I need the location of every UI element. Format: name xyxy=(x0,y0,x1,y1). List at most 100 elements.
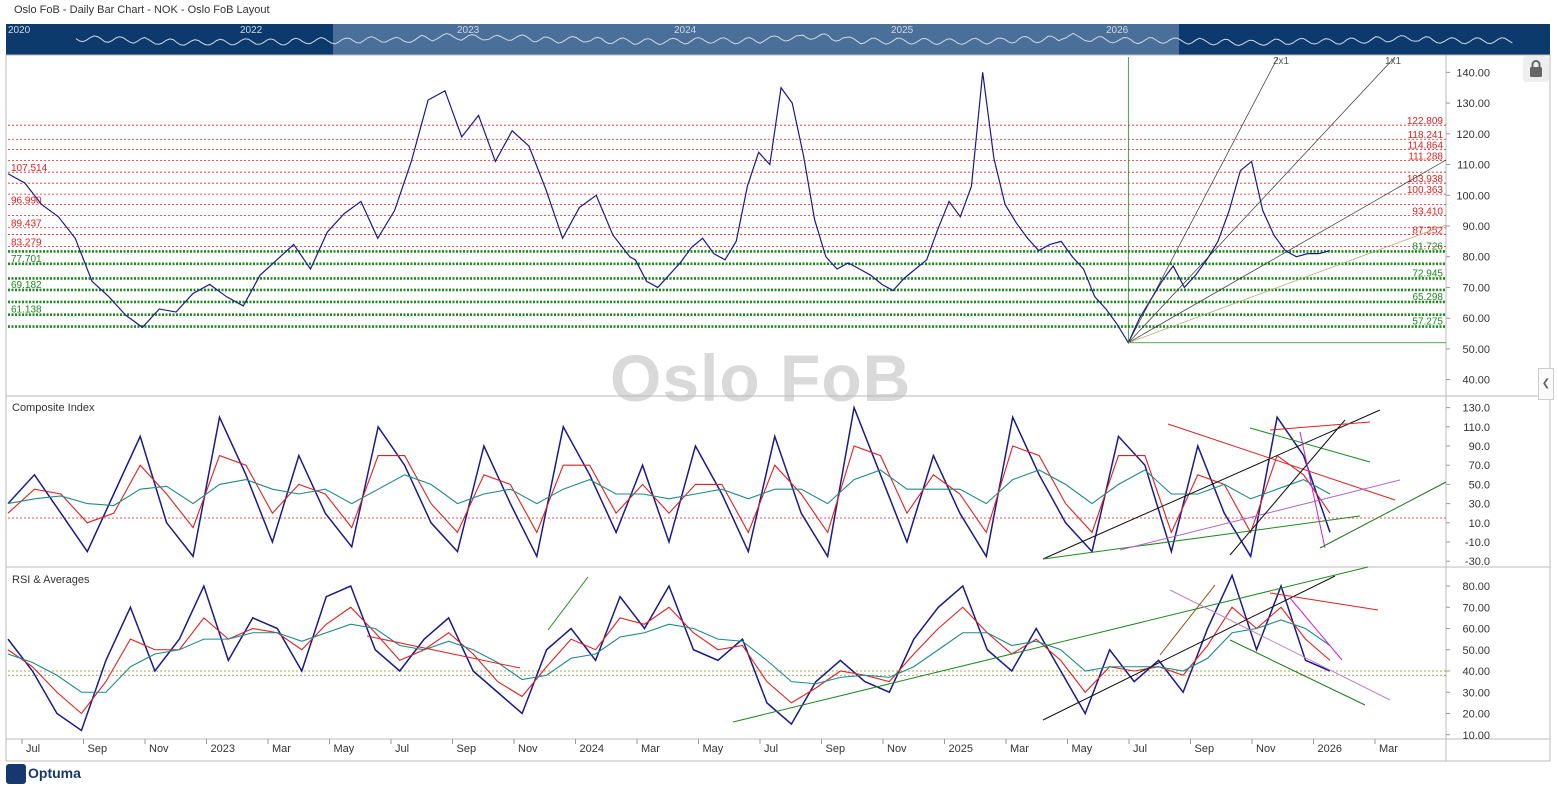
gann-fan-label: 1x1 xyxy=(1385,56,1402,67)
y-tick-label: 60.00 xyxy=(1462,313,1490,325)
resistance-level-label: 114.864 xyxy=(1408,141,1444,152)
y-tick-label: 20.00 xyxy=(1462,709,1490,721)
y-tick-label: 80.00 xyxy=(1462,581,1490,593)
x-tick-label: Jul xyxy=(395,743,409,755)
y-tick-label: 70.0 xyxy=(1469,460,1490,472)
x-tick-label: Nov xyxy=(1256,743,1276,755)
x-tick-label: May xyxy=(334,743,355,755)
y-tick-label: 80.00 xyxy=(1462,252,1490,264)
x-tick-label: Jul xyxy=(1133,743,1147,755)
y-tick-label: 30.00 xyxy=(1462,687,1490,699)
x-tick-label: May xyxy=(1072,743,1093,755)
rsi-title: RSI & Averages xyxy=(12,574,90,586)
y-tick-label: 50.0 xyxy=(1469,479,1490,491)
y-tick-label: 70.00 xyxy=(1462,282,1490,294)
x-tick-label: Jul xyxy=(26,743,40,755)
navigator-year: 2020 xyxy=(8,25,31,36)
y-tick-label: 70.00 xyxy=(1462,602,1490,614)
navigator-year: 2024 xyxy=(674,25,697,36)
y-tick-label: 10.00 xyxy=(1462,730,1490,742)
lock-icon xyxy=(1530,60,1542,77)
support-level-label: 57.275 xyxy=(1412,317,1443,328)
logo-mark xyxy=(6,764,26,784)
composite-trendline xyxy=(1042,515,1361,560)
navigator-year: 2025 xyxy=(891,25,914,36)
y-tick-label: 110.0 xyxy=(1463,422,1490,434)
y-tick-label: 30.0 xyxy=(1469,499,1490,511)
y-tick-label: 130.00 xyxy=(1456,98,1490,110)
y-tick-label: 90.0 xyxy=(1469,441,1490,453)
composite-index-title: Composite Index xyxy=(12,402,95,414)
price-series-line xyxy=(7,72,1331,345)
y-tick-label: 40.00 xyxy=(1462,375,1490,387)
rsi-trendline xyxy=(1169,589,1391,701)
x-tick-label: Nov xyxy=(887,743,907,755)
composite-trendline xyxy=(1299,431,1326,549)
x-tick-label: Mar xyxy=(641,743,660,755)
y-tick-label: 10.0 xyxy=(1469,518,1490,530)
composite-trendline xyxy=(1249,427,1371,463)
support-level-label: 69.182 xyxy=(11,280,42,291)
x-tick-label: Mar xyxy=(272,743,291,755)
y-tick-label: -10.0 xyxy=(1465,537,1490,549)
chart-frame xyxy=(5,54,1551,762)
x-tick-label: Sep xyxy=(457,743,477,755)
y-tick-label: 140.00 xyxy=(1456,67,1490,79)
rsi-trendline xyxy=(1289,597,1343,661)
resistance-level-label: 93.410 xyxy=(1412,207,1443,218)
rsi-trendline xyxy=(1269,592,1379,611)
navigator-line xyxy=(75,32,1513,47)
x-tick-label: 2025 xyxy=(949,743,973,755)
support-level-label: 61.138 xyxy=(11,305,42,316)
resistance-level-label: 111.288 xyxy=(1408,152,1443,163)
resistance-level-label: 83.279 xyxy=(11,238,42,249)
y-tick-label: 130.0 xyxy=(1462,403,1490,415)
composite-series-line xyxy=(7,469,1331,507)
resistance-level-label: 118.241 xyxy=(1408,130,1444,141)
y-tick-label: 50.00 xyxy=(1462,344,1490,356)
support-level-label: 65.298 xyxy=(1412,292,1443,303)
composite-trendline xyxy=(1269,421,1371,431)
chevron-left-icon[interactable]: ❮ xyxy=(1538,368,1554,400)
resistance-level-label: 87.252 xyxy=(1412,225,1443,236)
support-level-label: 81.726 xyxy=(1412,241,1443,252)
chart-title: Oslo FoB - Daily Bar Chart - NOK - Oslo … xyxy=(14,4,270,16)
lock-button[interactable] xyxy=(1523,56,1549,82)
x-tick-label: Jul xyxy=(764,743,778,755)
y-tick-label: 110.00 xyxy=(1457,160,1490,172)
support-level-label: 72.945 xyxy=(1412,268,1443,279)
rsi-trendline xyxy=(1229,639,1366,706)
composite-series-line xyxy=(7,445,1331,534)
composite-trendline xyxy=(1167,423,1396,501)
navigator-year: 2023 xyxy=(457,25,480,36)
logo-text: Optuma xyxy=(28,765,81,781)
y-tick-label: 90.00 xyxy=(1462,221,1490,233)
rsi-trendline xyxy=(366,635,521,669)
x-tick-label: May xyxy=(703,743,724,755)
composite-trendline xyxy=(1229,419,1346,556)
gann-fan-label: 2x1 xyxy=(1273,56,1290,67)
x-tick-label: 2026 xyxy=(1318,743,1342,755)
y-tick-label: 40.00 xyxy=(1462,666,1490,678)
y-tick-label: -30.0 xyxy=(1465,556,1490,568)
gann-fan-line xyxy=(1128,224,1447,344)
y-tick-label: 60.00 xyxy=(1462,624,1490,636)
composite-trendline xyxy=(1119,479,1401,551)
rsi-trendline xyxy=(732,566,1369,723)
x-tick-label: Sep xyxy=(826,743,846,755)
composite-trendline xyxy=(1319,481,1447,549)
x-tick-label: Mar xyxy=(1379,743,1398,755)
composite-trendline xyxy=(1042,409,1381,560)
navigator-year: 2022 xyxy=(240,25,263,36)
composite-series-line xyxy=(7,404,1331,559)
time-navigator[interactable]: 2020 2022 2023 2024 2025 2026 xyxy=(6,24,1550,55)
x-tick-label: Nov xyxy=(518,743,538,755)
navigator-selection[interactable] xyxy=(333,24,1179,55)
y-tick-label: 50.00 xyxy=(1462,645,1490,657)
navigator-year: 2026 xyxy=(1106,25,1129,36)
rsi-series-line xyxy=(7,573,1331,732)
rsi-trendline xyxy=(547,576,589,631)
gann-fan-line xyxy=(1128,159,1447,344)
watermark: Oslo FoB xyxy=(610,341,912,415)
